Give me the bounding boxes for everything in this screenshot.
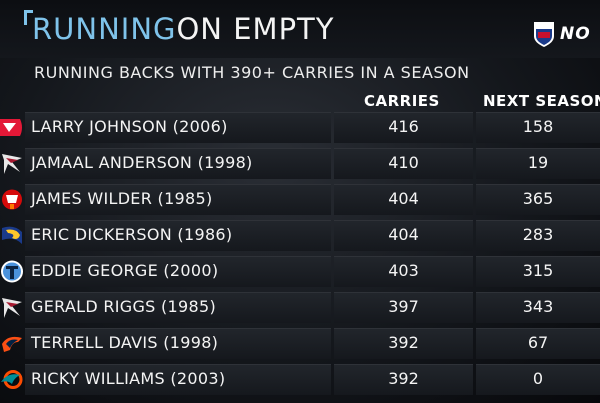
column-header-next-season: NEXT SEASON (483, 92, 600, 110)
next-season-value: 315 (522, 261, 554, 280)
player-name: ERIC DICKERSON (1986) (31, 225, 233, 244)
carries-value: 404 (388, 225, 419, 244)
title-part-on-empty: ON EMPTY (176, 12, 335, 46)
graphic-subtitle: RUNNING BACKS WITH 390+ CARRIES IN A SEA… (34, 63, 470, 82)
player-name-cell: LARRY JOHNSON (2006) (25, 112, 331, 143)
next-season-cell: 365 (476, 184, 600, 215)
broncos-logo-icon (2, 336, 22, 352)
carries-cell: 410 (334, 148, 473, 179)
carries-value: 392 (388, 369, 419, 388)
player-name-cell: GERALD RIGGS (1985) (25, 292, 331, 323)
chiefs-logo-icon (0, 119, 22, 136)
nfl-shield-icon (534, 22, 554, 47)
next-season-value: 283 (522, 225, 554, 244)
player-name-cell: JAMES WILDER (1985) (25, 184, 331, 215)
player-name: TERRELL DAVIS (1998) (31, 333, 219, 352)
carries-cell: 403 (334, 256, 473, 287)
player-name: JAMAAL ANDERSON (1998) (31, 153, 253, 172)
title-bar: RUNNINGON EMPTY NO (0, 0, 600, 58)
carries-cell: 392 (334, 364, 473, 395)
table-row: LARRY JOHNSON (2006) 416 158 (0, 112, 600, 143)
dolphins-logo-icon (1, 370, 23, 389)
falcons-logo-icon (2, 298, 22, 318)
network-brand-text: NO (560, 24, 591, 44)
table-row: EDDIE GEORGE (2000) 403 315 (0, 256, 600, 287)
carries-value: 416 (388, 117, 419, 136)
title-part-running: RUNNING (32, 12, 177, 46)
next-season-cell: 283 (476, 220, 600, 251)
player-name: GERALD RIGGS (1985) (31, 297, 217, 316)
next-season-value: 365 (522, 189, 554, 208)
carries-cell: 404 (334, 220, 473, 251)
player-name-cell: ERIC DICKERSON (1986) (25, 220, 331, 251)
player-name: EDDIE GEORGE (2000) (31, 261, 219, 280)
carries-value: 404 (388, 189, 419, 208)
falcons-logo-icon (2, 154, 22, 174)
table-row: RICKY WILLIAMS (2003) 392 0 (0, 364, 600, 395)
column-header-carries: CARRIES (364, 92, 440, 110)
player-name-cell: EDDIE GEORGE (2000) (25, 256, 331, 287)
player-name: LARRY JOHNSON (2006) (31, 117, 228, 136)
titans-logo-icon (1, 260, 23, 283)
next-season-cell: 158 (476, 112, 600, 143)
next-season-value: 19 (527, 153, 549, 172)
table-row: JAMES WILDER (1985) 404 365 (0, 184, 600, 215)
player-name-cell: RICKY WILLIAMS (2003) (25, 364, 331, 395)
next-season-cell: 67 (476, 328, 600, 359)
table-row: ERIC DICKERSON (1986) 404 283 (0, 220, 600, 251)
player-name: RICKY WILLIAMS (2003) (31, 369, 226, 388)
carries-cell: 416 (334, 112, 473, 143)
next-season-value: 67 (527, 333, 549, 352)
player-name-cell: TERRELL DAVIS (1998) (25, 328, 331, 359)
rams-logo-icon (2, 226, 22, 244)
carries-value: 392 (388, 333, 419, 352)
carries-cell: 392 (334, 328, 473, 359)
table-row: GERALD RIGGS (1985) 397 343 (0, 292, 600, 323)
graphic-title: RUNNINGON EMPTY (32, 12, 334, 46)
buccaneers-logo-icon (2, 189, 22, 210)
next-season-cell: 0 (476, 364, 600, 395)
corner-accent (24, 10, 33, 25)
player-name: JAMES WILDER (1985) (31, 189, 213, 208)
table-row: JAMAAL ANDERSON (1998) 410 19 (0, 148, 600, 179)
carries-cell: 404 (334, 184, 473, 215)
next-season-value: 0 (532, 369, 544, 388)
next-season-value: 158 (522, 117, 554, 136)
next-season-cell: 343 (476, 292, 600, 323)
player-name-cell: JAMAAL ANDERSON (1998) (25, 148, 331, 179)
carries-value: 403 (388, 261, 419, 280)
next-season-value: 343 (522, 297, 554, 316)
next-season-cell: 315 (476, 256, 600, 287)
carries-cell: 397 (334, 292, 473, 323)
table-row: TERRELL DAVIS (1998) 392 67 (0, 328, 600, 359)
carries-value: 410 (388, 153, 419, 172)
next-season-cell: 19 (476, 148, 600, 179)
carries-value: 397 (388, 297, 419, 316)
